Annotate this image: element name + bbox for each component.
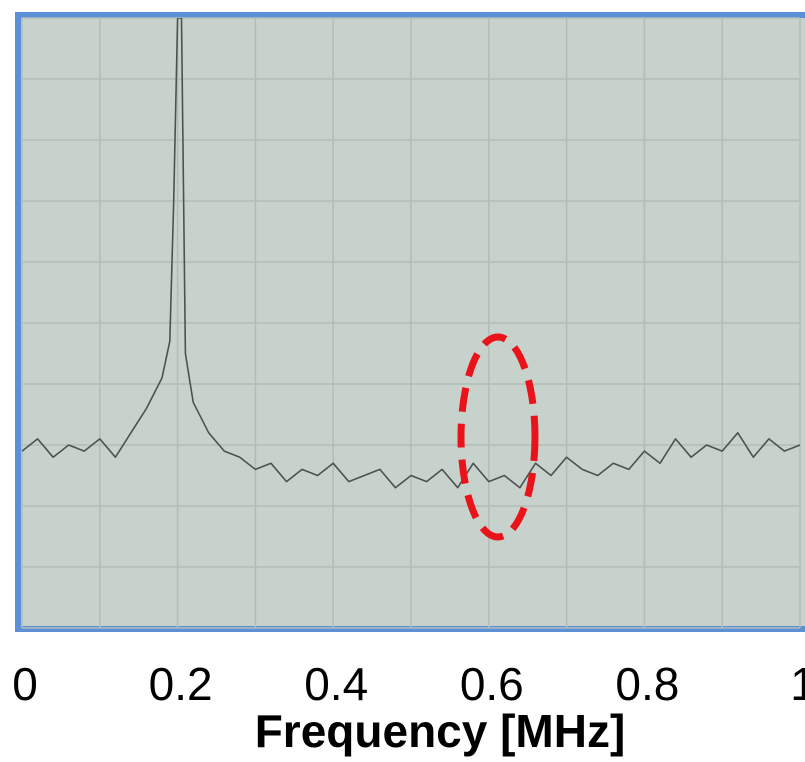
spectrum-trace: [22, 18, 800, 489]
x-tick-label: 0.8: [615, 658, 679, 710]
x-tick-label: 1: [790, 658, 805, 710]
x-axis-title: Frequency [MHz]: [255, 705, 626, 757]
highlight-ellipse: [457, 333, 539, 541]
x-tick-label: 0: [12, 658, 38, 710]
x-tick-label: 0.4: [304, 658, 368, 710]
x-tick-label: 0.6: [460, 658, 524, 710]
plot-area: [22, 18, 800, 489]
screen-grid: [21, 17, 801, 629]
x-tick-label: 0.2: [149, 658, 213, 710]
